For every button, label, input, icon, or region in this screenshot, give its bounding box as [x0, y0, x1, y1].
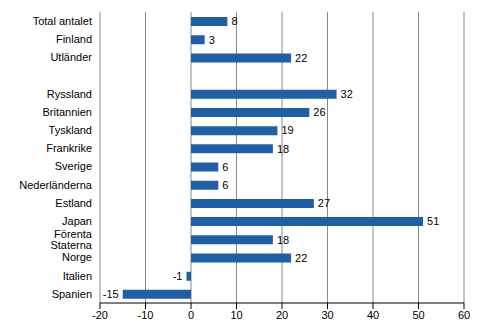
svg-text:-1: -1: [173, 270, 183, 282]
svg-text:18: 18: [277, 234, 289, 246]
svg-text:FörentaStaterna: FörentaStaterna: [50, 228, 92, 251]
svg-text:8: 8: [231, 15, 237, 27]
svg-text:Japan: Japan: [62, 215, 92, 227]
svg-text:30: 30: [321, 309, 333, 321]
svg-text:Tyskland: Tyskland: [49, 124, 92, 136]
svg-text:26: 26: [313, 106, 325, 118]
svg-text:0: 0: [188, 309, 194, 321]
svg-text:Estland: Estland: [55, 197, 92, 209]
svg-text:Spanien: Spanien: [52, 288, 92, 300]
svg-text:32: 32: [341, 88, 353, 100]
svg-text:20: 20: [276, 309, 288, 321]
svg-text:60: 60: [458, 309, 470, 321]
svg-text:40: 40: [367, 309, 379, 321]
svg-text:Nederländerna: Nederländerna: [19, 179, 93, 191]
svg-text:50: 50: [412, 309, 424, 321]
svg-text:51: 51: [427, 215, 439, 227]
svg-text:Norge: Norge: [62, 251, 92, 263]
svg-text:22: 22: [295, 252, 307, 264]
svg-text:Ryssland: Ryssland: [47, 88, 92, 100]
svg-text:-10: -10: [138, 309, 154, 321]
svg-text:18: 18: [277, 143, 289, 155]
svg-text:10: 10: [230, 309, 242, 321]
svg-text:19: 19: [281, 124, 293, 136]
svg-text:27: 27: [318, 197, 330, 209]
svg-text:22: 22: [295, 52, 307, 64]
svg-text:6: 6: [222, 161, 228, 173]
svg-text:-20: -20: [92, 309, 108, 321]
svg-text:Finland: Finland: [56, 33, 92, 45]
svg-text:Utländer: Utländer: [50, 51, 92, 63]
svg-text:Sverige: Sverige: [55, 160, 92, 172]
svg-text:6: 6: [222, 179, 228, 191]
svg-text:Italien: Italien: [63, 270, 92, 282]
svg-text:Frankrike: Frankrike: [46, 142, 92, 154]
svg-text:3: 3: [209, 34, 215, 46]
svg-text:Britannien: Britannien: [42, 106, 92, 118]
svg-text:Total antalet: Total antalet: [33, 15, 92, 27]
svg-text:-15: -15: [103, 288, 119, 300]
